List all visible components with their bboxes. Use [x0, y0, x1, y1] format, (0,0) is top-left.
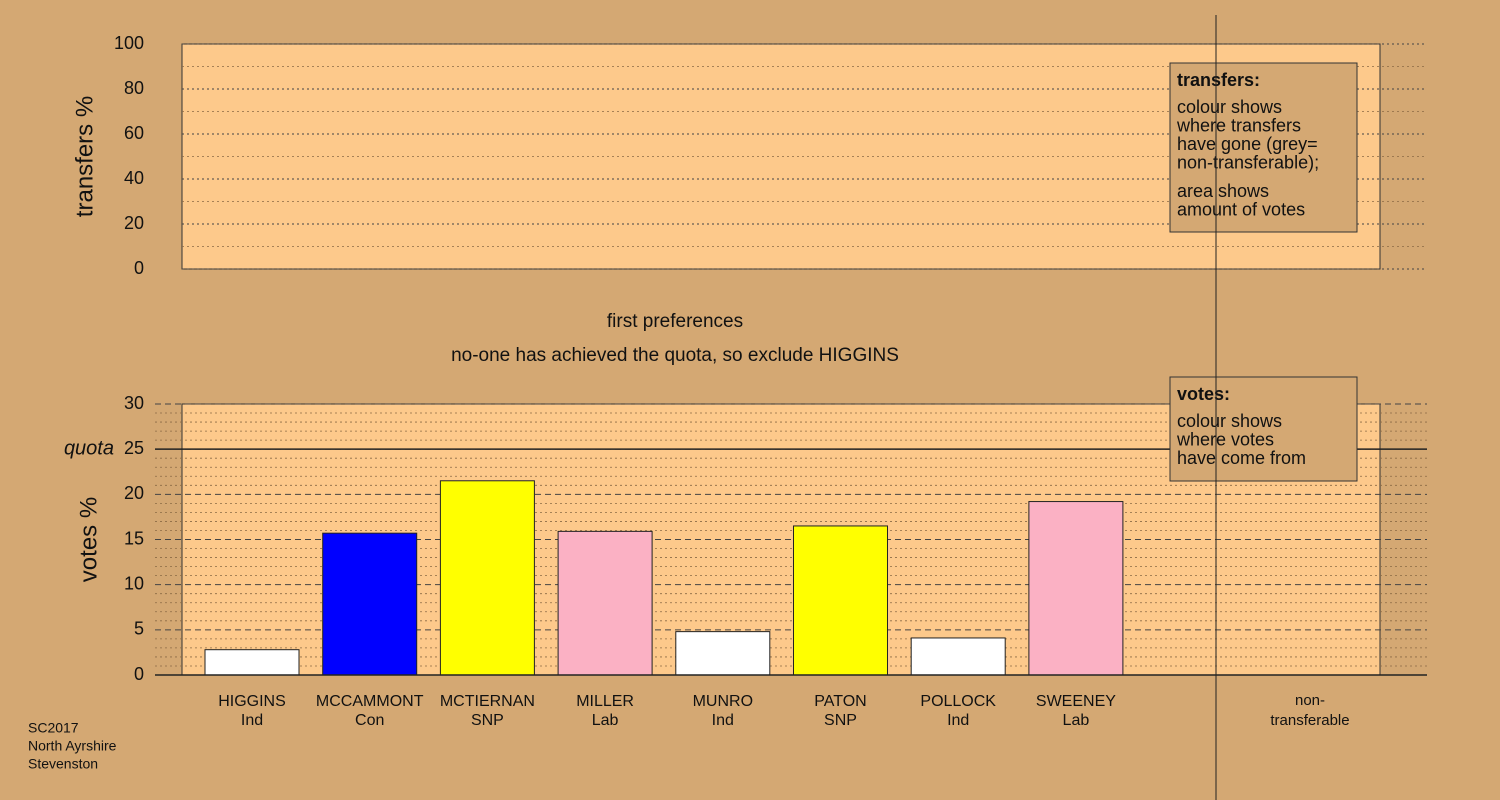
y-axis-label: transfers %	[71, 96, 98, 217]
x-tick-party: Lab	[592, 712, 619, 729]
y-tick-label: 0	[134, 664, 144, 684]
legend-text: have come from	[1177, 448, 1306, 468]
quota-label: quota	[64, 437, 114, 459]
y-tick-label: 10	[124, 573, 144, 593]
y-tick-label: 20	[124, 483, 144, 503]
legend-text: colour shows	[1177, 411, 1282, 431]
y-tick-label: 0	[134, 258, 144, 278]
y-tick-label: 80	[124, 78, 144, 98]
y-axis-label: votes %	[75, 497, 102, 582]
source-text: SC2017	[28, 720, 79, 736]
legend-box	[1169, 62, 1358, 233]
x-tick-party: Lab	[1063, 712, 1090, 729]
x-tick-party: Ind	[712, 712, 734, 729]
bar	[204, 649, 300, 676]
y-tick-label: 100	[114, 33, 144, 53]
legend-text: colour shows	[1177, 97, 1282, 117]
chart-title: first preferences	[607, 311, 743, 332]
x-tick-party: SNP	[824, 712, 857, 729]
nontransferable-label: non-	[1295, 692, 1325, 709]
x-tick-label: HIGGINS	[218, 693, 286, 710]
x-tick-label: PATON	[814, 693, 866, 710]
legend-text: where transfers	[1176, 115, 1301, 135]
bar	[675, 631, 771, 676]
legend-text: non-transferable);	[1177, 152, 1319, 172]
source-text: North Ayrshire	[28, 738, 117, 754]
y-tick-label: 30	[124, 393, 144, 413]
bar	[322, 532, 418, 676]
bar	[1028, 501, 1124, 676]
y-tick-label: 20	[124, 213, 144, 233]
bar	[439, 480, 535, 676]
chart-subtitle: no-one has achieved the quota, so exclud…	[451, 345, 899, 366]
legend-heading: transfers:	[1177, 70, 1260, 90]
x-tick-party: SNP	[471, 712, 504, 729]
x-tick-label: MCTIERNAN	[440, 693, 535, 710]
bar	[910, 637, 1006, 676]
nontransferable-label: transferable	[1270, 712, 1349, 729]
x-tick-party: Ind	[241, 712, 263, 729]
y-tick-label: 15	[124, 528, 144, 548]
x-tick-party: Ind	[947, 712, 969, 729]
bar	[557, 530, 653, 676]
bar	[793, 525, 888, 676]
legend-text: amount of votes	[1177, 199, 1305, 219]
y-tick-label: 25	[124, 438, 144, 458]
x-tick-label: MUNRO	[693, 693, 753, 710]
legend-text: have gone (grey=	[1177, 134, 1318, 154]
source-text: Stevenston	[28, 756, 98, 772]
y-tick-label: 5	[134, 619, 144, 639]
legend-text: where votes	[1176, 429, 1274, 449]
x-tick-label: SWEENEY	[1036, 693, 1116, 710]
legend-text: area shows	[1177, 181, 1269, 201]
legend-box	[1169, 376, 1358, 482]
x-tick-party: Con	[355, 712, 384, 729]
y-tick-label: 60	[124, 123, 144, 143]
x-tick-label: MILLER	[576, 693, 634, 710]
legend-heading: votes:	[1177, 384, 1230, 404]
x-tick-label: MCCAMMONT	[316, 693, 424, 710]
y-tick-label: 40	[124, 168, 144, 188]
x-tick-label: POLLOCK	[920, 693, 996, 710]
